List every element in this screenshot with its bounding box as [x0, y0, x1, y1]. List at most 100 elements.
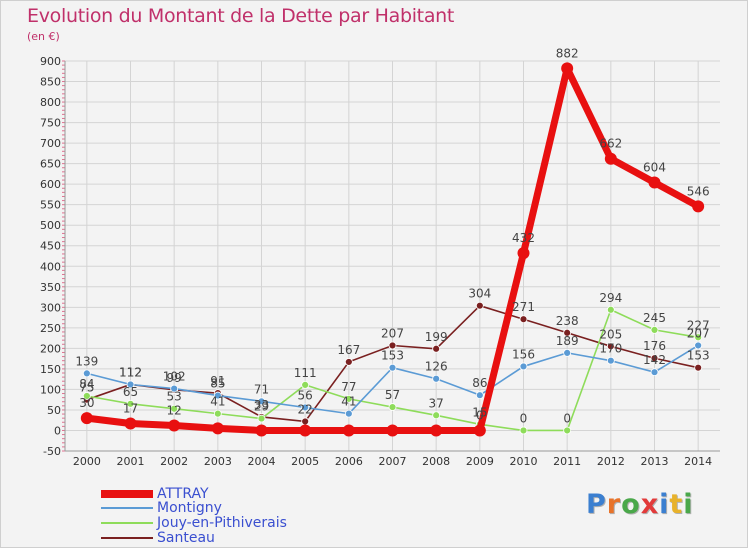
data-point [563, 426, 572, 435]
y-tick-label: 850 [40, 76, 61, 89]
data-point [170, 404, 179, 413]
data-label: 546 [687, 184, 710, 198]
data-label: 0 [563, 411, 571, 425]
data-point [168, 419, 181, 432]
y-tick-label: 750 [40, 117, 61, 130]
data-point [432, 411, 441, 420]
x-tick-label: 2001 [117, 455, 145, 468]
proxiti-logo: Proxiti [586, 489, 694, 520]
x-tick-label: 2014 [684, 455, 712, 468]
x-tick-label: 2007 [379, 455, 407, 468]
chart-subtitle: (en €) [27, 30, 60, 43]
data-point [473, 424, 486, 437]
data-label: 662 [599, 137, 622, 151]
y-tick-label: 150 [40, 363, 61, 376]
logo-letter: r [606, 489, 622, 520]
data-label: 432 [512, 231, 535, 245]
data-point [344, 358, 353, 366]
data-label: 271 [512, 300, 535, 314]
data-label: 53 [167, 390, 182, 404]
data-point [650, 354, 659, 363]
x-tick-label: 2009 [466, 455, 494, 468]
data-label: 176 [643, 339, 666, 353]
data-label: 142 [643, 353, 666, 367]
data-label: 0 [520, 411, 528, 425]
legend-swatch [101, 537, 153, 539]
data-label: 294 [599, 291, 622, 305]
data-label: 33 [254, 398, 269, 412]
data-label: 111 [294, 366, 317, 380]
data-label: 37 [429, 396, 444, 410]
data-label: 207 [687, 326, 710, 340]
data-point [82, 392, 91, 400]
data-label: 84 [79, 377, 94, 391]
data-point [692, 200, 705, 213]
data-label: 207 [381, 326, 404, 340]
data-point [606, 342, 615, 351]
data-point [475, 301, 484, 310]
x-tick-label: 2005 [291, 455, 319, 468]
data-label: 12 [167, 404, 182, 418]
data-point [388, 403, 397, 411]
y-tick-label: 300 [40, 301, 61, 314]
data-point [126, 399, 135, 408]
data-point [519, 362, 528, 371]
data-point [650, 368, 659, 377]
data-point [344, 409, 353, 418]
data-point [257, 414, 266, 423]
data-point [563, 328, 572, 337]
logo-letter: o [621, 489, 641, 520]
legend-item: Montigny [101, 501, 222, 515]
data-point [650, 325, 659, 334]
y-tick-label: 550 [40, 199, 61, 212]
data-point [211, 422, 224, 435]
data-label: 112 [119, 365, 142, 379]
data-label: 604 [643, 161, 666, 175]
y-tick-label: 200 [40, 342, 61, 355]
data-point [170, 384, 179, 393]
data-label: 139 [75, 354, 98, 368]
y-tick-label: 650 [40, 158, 61, 171]
data-label: 22 [298, 402, 313, 416]
legend-swatch [101, 522, 153, 524]
data-point [432, 374, 441, 383]
logo-letter: t [669, 489, 684, 520]
data-label: 199 [425, 330, 448, 344]
data-point [388, 363, 397, 372]
legend-swatch [101, 507, 153, 509]
x-tick-label: 2003 [204, 455, 232, 468]
data-point [299, 424, 312, 437]
y-tick-label: 0 [54, 424, 61, 437]
x-tick-label: 2010 [510, 455, 538, 468]
data-point [604, 152, 617, 165]
data-point [82, 369, 91, 378]
data-label: 75 [79, 381, 94, 395]
data-point [388, 341, 397, 350]
legend-item: Jouy-en-Pithiverais [101, 516, 287, 530]
data-point [430, 424, 443, 437]
data-label: 29 [254, 400, 269, 414]
data-label: 30 [79, 396, 94, 410]
data-point [301, 381, 310, 389]
data-point [80, 412, 93, 425]
y-tick-label: 700 [40, 137, 61, 150]
data-label: 77 [341, 380, 356, 394]
y-tick-label: 400 [40, 260, 61, 273]
logo-letter: x [640, 489, 660, 520]
data-point [648, 176, 661, 189]
logo-letter: i [683, 489, 694, 520]
y-tick-label: 500 [40, 219, 61, 232]
data-label: 170 [599, 342, 622, 356]
data-point [694, 363, 703, 372]
legend-label: Santeau [157, 530, 215, 546]
data-label: 0 [476, 408, 484, 422]
data-point [126, 380, 135, 389]
x-tick-label: 2013 [641, 455, 669, 468]
data-point [213, 409, 222, 418]
y-tick-label: 350 [40, 281, 61, 294]
data-label: 91 [210, 374, 225, 388]
data-label: 65 [123, 385, 138, 399]
data-label: 41 [341, 395, 356, 409]
data-point [519, 315, 528, 324]
